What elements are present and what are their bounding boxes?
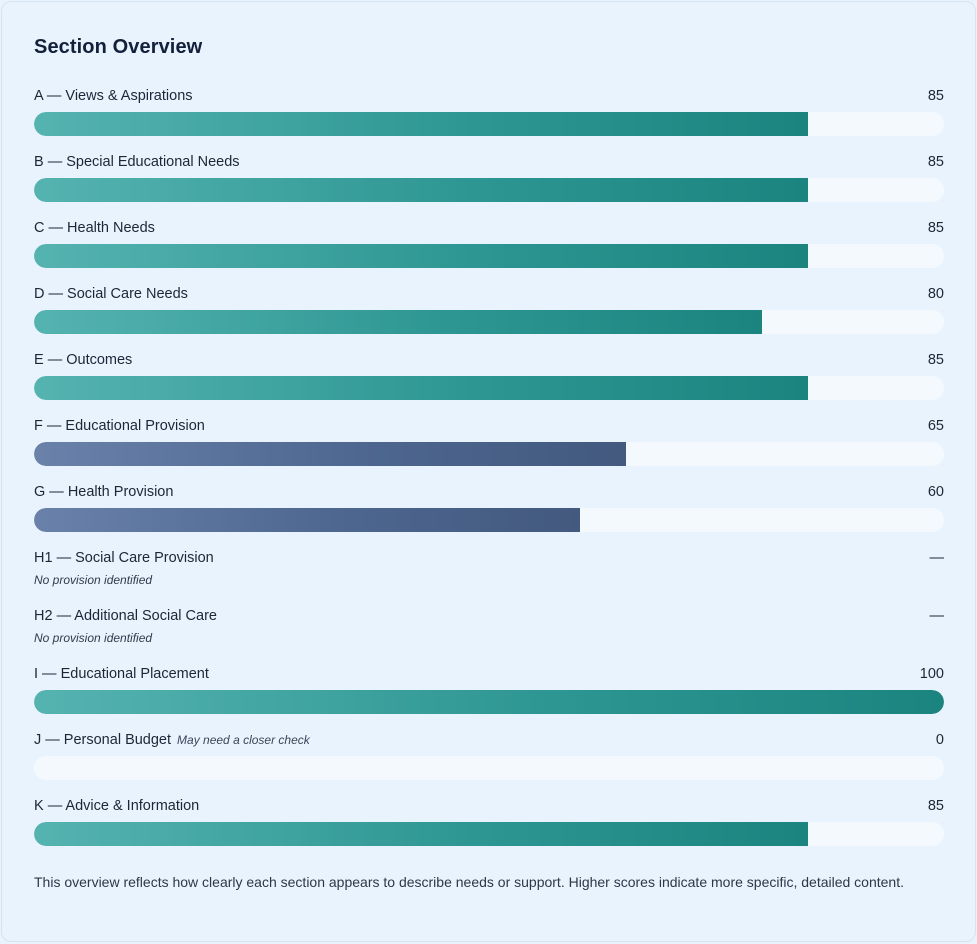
section-row-k: K — Advice & Information 85 (34, 798, 944, 846)
section-row-h1: H1 — Social Care Provision — No provisio… (34, 550, 945, 587)
score-bar-track (34, 508, 944, 532)
section-score: 85 (927, 220, 944, 236)
score-bar-track (34, 690, 944, 714)
section-label: H1 — Social Care Provision (34, 550, 214, 566)
section-score: 100 (919, 666, 944, 682)
section-score: — (929, 550, 945, 566)
score-bar-fill (34, 178, 808, 202)
section-label: A — Views & Aspirations (34, 88, 193, 104)
score-bar-fill (34, 442, 626, 466)
no-provision-note: No provision identified (34, 631, 153, 645)
score-bar-track (34, 112, 944, 136)
section-row-j: J — Personal Budget May need a closer che… (34, 732, 944, 780)
section-row-a: A — Views & Aspirations 85 (34, 88, 944, 136)
section-label: E — Outcomes (34, 352, 133, 368)
section-label: G — Health Provision (34, 484, 174, 500)
closer-check-note: May need a closer check (177, 733, 310, 747)
section-row-f: F — Educational Provision 65 (34, 418, 944, 466)
section-label: H2 — Additional Social Care (34, 608, 217, 624)
no-provision-note: No provision identified (34, 573, 153, 587)
section-score: 60 (927, 484, 944, 500)
score-bar-fill (34, 310, 762, 334)
section-score: 65 (927, 418, 944, 434)
score-bar-track (34, 178, 944, 202)
section-score: 0 (935, 732, 944, 748)
score-bar-track (34, 442, 944, 466)
overview-footnote: This overview reflects how clearly each … (34, 874, 904, 890)
score-bar-track (34, 310, 944, 334)
section-label: F — Educational Provision (34, 418, 205, 434)
section-row-b: B — Special Educational Needs 85 (34, 154, 944, 202)
section-score: 85 (927, 798, 944, 814)
section-score: 85 (927, 154, 944, 170)
section-score: 85 (927, 88, 944, 104)
section-label: C — Health Needs (34, 220, 155, 236)
score-bar-fill (34, 690, 944, 714)
section-label: D — Social Care Needs (34, 286, 188, 302)
section-row-e: E — Outcomes 85 (34, 352, 944, 400)
score-bar-fill (34, 376, 808, 400)
page-title: Section Overview (34, 36, 203, 58)
section-score: 80 (927, 286, 944, 302)
section-label: K — Advice & Information (34, 798, 200, 814)
section-row-d: D — Social Care Needs 80 (34, 286, 944, 334)
score-bar-fill (34, 822, 808, 846)
score-bar-fill (34, 508, 580, 532)
section-label: I — Educational Placement (34, 666, 209, 682)
score-bar-track (34, 376, 944, 400)
score-bar-track (34, 822, 944, 846)
score-bar-track (34, 244, 944, 268)
section-label: B — Special Educational Needs (34, 154, 240, 170)
score-bar-fill (34, 244, 808, 268)
section-score: 85 (927, 352, 944, 368)
section-row-c: C — Health Needs 85 (34, 220, 944, 268)
section-row-i: I — Educational Placement 100 (34, 666, 944, 714)
score-bar-track (34, 756, 944, 780)
score-bar-fill (34, 112, 808, 136)
section-row-h2: H2 — Additional Social Care — No provisi… (34, 608, 945, 645)
section-row-g: G — Health Provision 60 (34, 484, 944, 532)
section-score: — (929, 608, 945, 624)
section-label: J — Personal Budget (34, 732, 172, 748)
